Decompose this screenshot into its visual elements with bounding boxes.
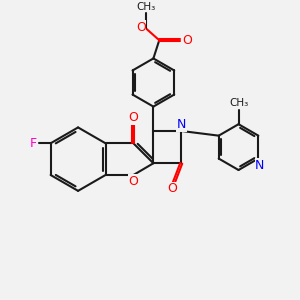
Text: CH₃: CH₃ — [229, 98, 248, 108]
Text: O: O — [182, 34, 192, 47]
Text: O: O — [136, 20, 146, 34]
Text: O: O — [128, 111, 138, 124]
Text: N: N — [177, 118, 186, 131]
Text: CH₃: CH₃ — [136, 2, 156, 12]
Text: O: O — [167, 182, 177, 195]
Text: F: F — [29, 137, 37, 150]
Text: O: O — [128, 175, 138, 188]
Text: N: N — [255, 158, 265, 172]
